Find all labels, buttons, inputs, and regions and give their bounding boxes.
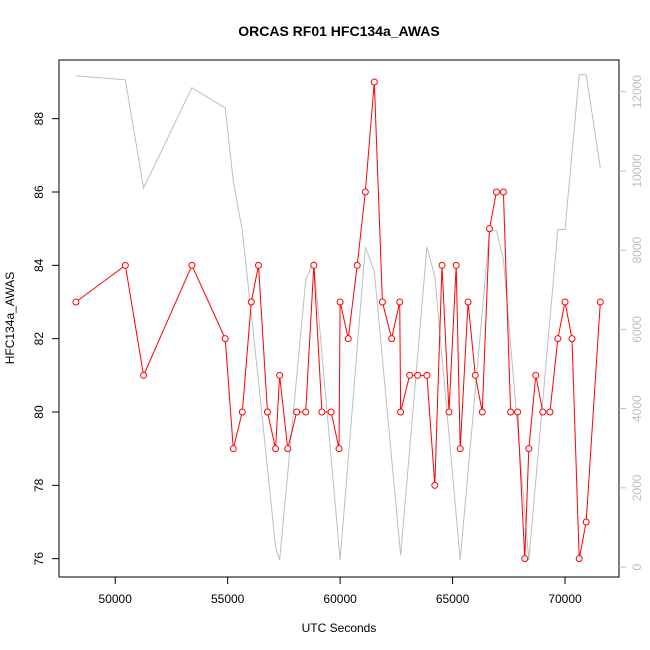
data-point <box>492 188 500 196</box>
y-tick-label: 76 <box>32 552 46 566</box>
data-point <box>525 445 533 453</box>
x-tick-label: 70000 <box>548 592 582 606</box>
data-point <box>336 298 344 306</box>
data-point <box>221 335 229 343</box>
y-tick-label: 88 <box>32 112 46 126</box>
data-point <box>514 408 522 416</box>
data-point <box>254 261 262 269</box>
y-tick-label: 78 <box>32 478 46 492</box>
series-group <box>72 74 604 563</box>
data-point <box>284 445 292 453</box>
y2-tick-label: 2000 <box>630 474 644 501</box>
data-point <box>344 335 352 343</box>
y-tick-label: 80 <box>32 405 46 419</box>
x-tick-label: 65000 <box>436 592 470 606</box>
secondary-series-line <box>75 74 601 561</box>
data-point <box>406 371 414 379</box>
y-tick-label: 86 <box>32 185 46 199</box>
x-axis: 50000 55000 60000 65000 70000 <box>99 576 582 606</box>
y2-tick-label: 6000 <box>630 316 644 343</box>
y-tick-label: 84 <box>32 258 46 272</box>
x-axis-label: UTC Seconds <box>302 621 377 635</box>
data-point <box>499 188 507 196</box>
data-point <box>478 408 486 416</box>
y2-tick-label: 12000 <box>630 75 644 109</box>
data-point <box>561 298 569 306</box>
data-point <box>361 188 369 196</box>
data-point <box>464 298 472 306</box>
data-point <box>327 408 335 416</box>
data-point <box>554 335 562 343</box>
data-point <box>539 408 547 416</box>
data-point <box>438 261 446 269</box>
data-point <box>188 261 196 269</box>
data-point <box>370 78 378 86</box>
data-point <box>238 408 246 416</box>
primary-series-line <box>75 81 601 559</box>
data-point <box>414 371 422 379</box>
data-point <box>353 261 361 269</box>
data-point <box>423 371 431 379</box>
data-point <box>302 408 310 416</box>
data-point <box>272 445 280 453</box>
data-point <box>532 371 540 379</box>
data-point <box>247 298 255 306</box>
y2-tick-label: 4000 <box>630 395 644 422</box>
y-axis-right: 0 2000 4000 6000 8000 10000 12000 <box>619 75 644 570</box>
data-point <box>445 408 453 416</box>
data-point <box>293 408 301 416</box>
y2-tick-label: 0 <box>630 563 644 570</box>
data-point <box>378 298 386 306</box>
data-point <box>568 335 576 343</box>
data-point <box>582 518 590 526</box>
x-tick-label: 55000 <box>211 592 245 606</box>
y2-tick-label: 10000 <box>630 154 644 188</box>
data-point <box>229 445 237 453</box>
data-point <box>72 298 80 306</box>
data-point <box>310 261 318 269</box>
data-point <box>396 298 404 306</box>
x-tick-label: 50000 <box>99 592 133 606</box>
data-point <box>388 335 396 343</box>
data-point <box>121 261 129 269</box>
data-point <box>318 408 326 416</box>
y-tick-label: 82 <box>32 332 46 346</box>
data-point <box>485 225 493 233</box>
data-point <box>452 261 460 269</box>
data-point <box>546 408 554 416</box>
y-axis-left: 76 78 80 82 84 86 88 <box>32 112 59 566</box>
chart-title: ORCAS RF01 HFC134a_AWAS <box>238 23 440 39</box>
x-tick-label: 60000 <box>323 592 357 606</box>
data-point <box>276 371 284 379</box>
data-point <box>431 481 439 489</box>
data-point <box>596 298 604 306</box>
data-point <box>521 555 529 563</box>
data-point <box>507 408 515 416</box>
y2-tick-label: 8000 <box>630 236 644 263</box>
data-point <box>140 371 148 379</box>
data-point <box>263 408 271 416</box>
data-point <box>397 408 405 416</box>
data-point <box>471 371 479 379</box>
plot-frame <box>58 59 620 578</box>
data-point <box>456 445 464 453</box>
y-axis-label: HFC134a_AWAS <box>3 272 17 364</box>
data-point <box>335 445 343 453</box>
data-point <box>575 555 583 563</box>
